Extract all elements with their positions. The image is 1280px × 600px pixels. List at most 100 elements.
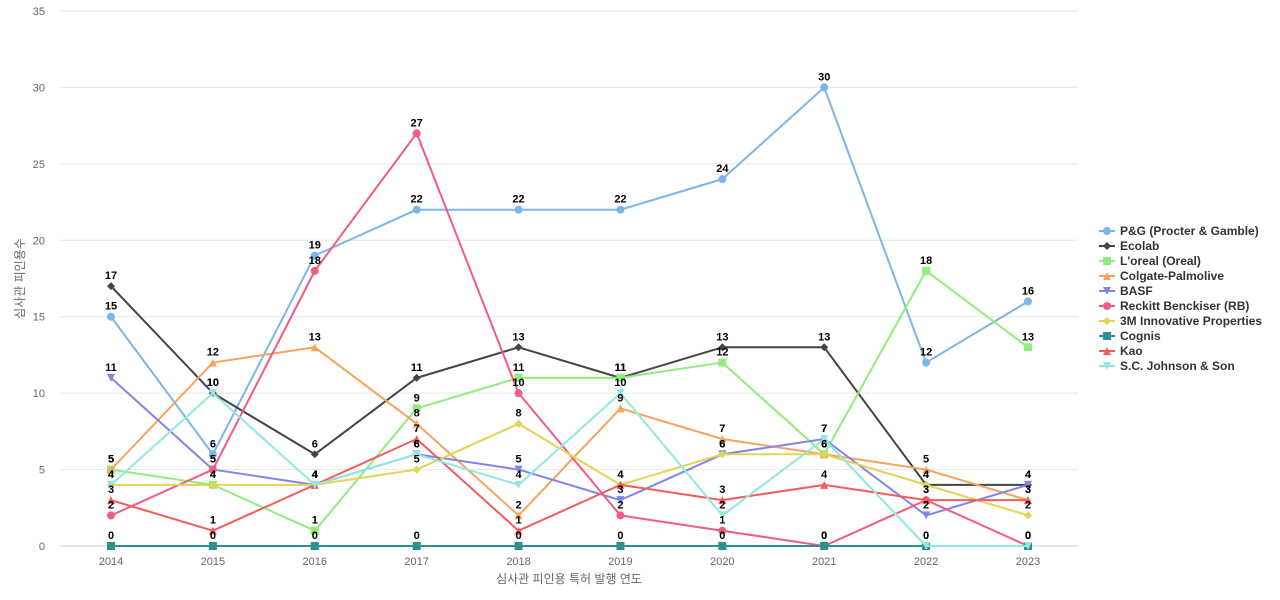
legend-marker — [1103, 242, 1111, 250]
legend-marker — [1103, 227, 1111, 235]
data-label: 4 — [210, 469, 217, 481]
data-point — [107, 282, 115, 291]
data-label: 16 — [1022, 285, 1034, 297]
data-label: 8 — [414, 408, 420, 420]
legend-label: BASF — [1120, 284, 1153, 298]
data-label: 12 — [207, 347, 219, 359]
data-label: 0 — [719, 530, 725, 542]
data-label: 22 — [512, 194, 524, 206]
data-point — [514, 465, 523, 474]
legend-item[interactable]: Reckitt Benckiser (RB) — [1099, 299, 1249, 313]
legend-marker — [1103, 257, 1111, 265]
y-tick-label: 10 — [33, 388, 45, 400]
series-lines — [107, 83, 1032, 550]
data-label: 6 — [210, 438, 216, 450]
data-point — [616, 480, 625, 489]
data-point — [1024, 542, 1032, 550]
data-label: 13 — [1022, 331, 1034, 343]
data-label: 30 — [818, 71, 830, 83]
legend-label: 3M Innovative Properties — [1120, 314, 1262, 328]
legend-label: Reckitt Benckiser (RB) — [1120, 299, 1249, 313]
data-point — [514, 480, 523, 489]
legend-item[interactable]: L'oreal (Oreal) — [1099, 254, 1201, 268]
data-label: 1 — [719, 515, 725, 527]
series-7 — [107, 542, 1032, 550]
data-label: 19 — [309, 240, 321, 252]
data-point — [514, 389, 523, 398]
data-point — [1024, 297, 1032, 306]
data-label: 4 — [1025, 469, 1032, 481]
data-point — [514, 526, 523, 535]
legend-item[interactable]: 3M Innovative Properties — [1099, 314, 1262, 328]
x-tick-label: 2014 — [99, 556, 123, 568]
data-label: 5 — [515, 454, 521, 466]
data-label: 4 — [210, 469, 217, 481]
x-tick-label: 2017 — [404, 556, 428, 568]
legend-item[interactable]: Cognis — [1099, 329, 1161, 343]
data-label: 11 — [615, 362, 627, 374]
data-point — [922, 511, 931, 520]
series-line — [110, 392, 1028, 547]
y-tick-label: 35 — [33, 6, 45, 18]
data-label: 10 — [512, 377, 524, 389]
data-point — [107, 373, 115, 382]
data-label: 22 — [614, 194, 626, 206]
data-point — [514, 419, 523, 428]
data-point — [412, 373, 421, 382]
data-label: 13 — [309, 331, 321, 343]
legend-item[interactable]: Ecolab — [1099, 239, 1159, 253]
series-0 — [107, 83, 1032, 459]
x-tick-label: 2020 — [710, 556, 734, 568]
legend-item[interactable]: BASF — [1099, 284, 1153, 298]
data-label: 0 — [210, 530, 216, 542]
data-label: 1 — [515, 515, 521, 527]
data-point — [310, 266, 319, 275]
series-line — [110, 346, 1029, 517]
gridlines — [60, 10, 1078, 547]
x-axis-title: 심사관 피인용 특허 발행 연도 — [496, 571, 642, 586]
data-label: 2 — [923, 499, 929, 511]
data-label: 7 — [414, 423, 420, 435]
data-point — [412, 435, 421, 443]
data-label: 27 — [411, 117, 423, 129]
data-point — [208, 389, 217, 398]
data-point — [922, 465, 931, 474]
data-label: 4 — [617, 469, 624, 481]
x-tick-label: 2019 — [608, 556, 632, 568]
data-label: 18 — [309, 255, 321, 267]
legend-label: Colgate-Palmolive — [1120, 269, 1224, 283]
series-5 — [107, 129, 1032, 550]
legend-item[interactable]: Colgate-Palmolive — [1099, 269, 1224, 283]
data-label: 11 — [615, 362, 627, 374]
data-label: 6 — [414, 438, 420, 450]
data-point — [718, 526, 727, 535]
data-point — [820, 435, 829, 443]
data-point — [107, 511, 115, 520]
data-point — [922, 480, 931, 489]
y-axis-ticks: 0 5 10 15 20 25 30 35 — [33, 6, 45, 553]
series-line — [111, 422, 1029, 517]
data-label: 4 — [312, 469, 319, 481]
data-label: 6 — [821, 438, 827, 450]
legend-label: Ecolab — [1120, 239, 1159, 253]
y-tick-label: 30 — [33, 82, 45, 94]
legend-marker — [1103, 347, 1111, 355]
legend-item[interactable]: S.C. Johnson & Son — [1099, 359, 1235, 373]
data-point — [820, 542, 829, 550]
data-point — [412, 404, 421, 413]
data-point — [718, 450, 727, 459]
data-point — [107, 542, 115, 550]
x-tick-label: 2021 — [812, 556, 836, 568]
x-tick-label: 2015 — [201, 556, 225, 568]
data-point — [616, 373, 625, 382]
x-tick-label: 2016 — [303, 556, 327, 568]
data-label: 11 — [105, 362, 117, 374]
data-label: 0 — [821, 530, 827, 542]
data-label: 24 — [716, 163, 729, 175]
legend-item[interactable]: Kao — [1099, 344, 1143, 358]
data-point — [922, 358, 931, 367]
series-line — [110, 377, 1029, 517]
legend-item[interactable]: P&G (Procter & Gamble) — [1099, 224, 1259, 238]
legend-marker — [1103, 317, 1111, 325]
